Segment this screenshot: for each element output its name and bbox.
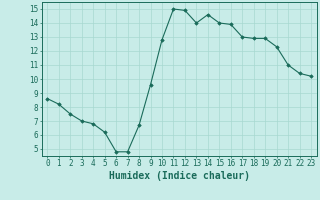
X-axis label: Humidex (Indice chaleur): Humidex (Indice chaleur)	[109, 171, 250, 181]
